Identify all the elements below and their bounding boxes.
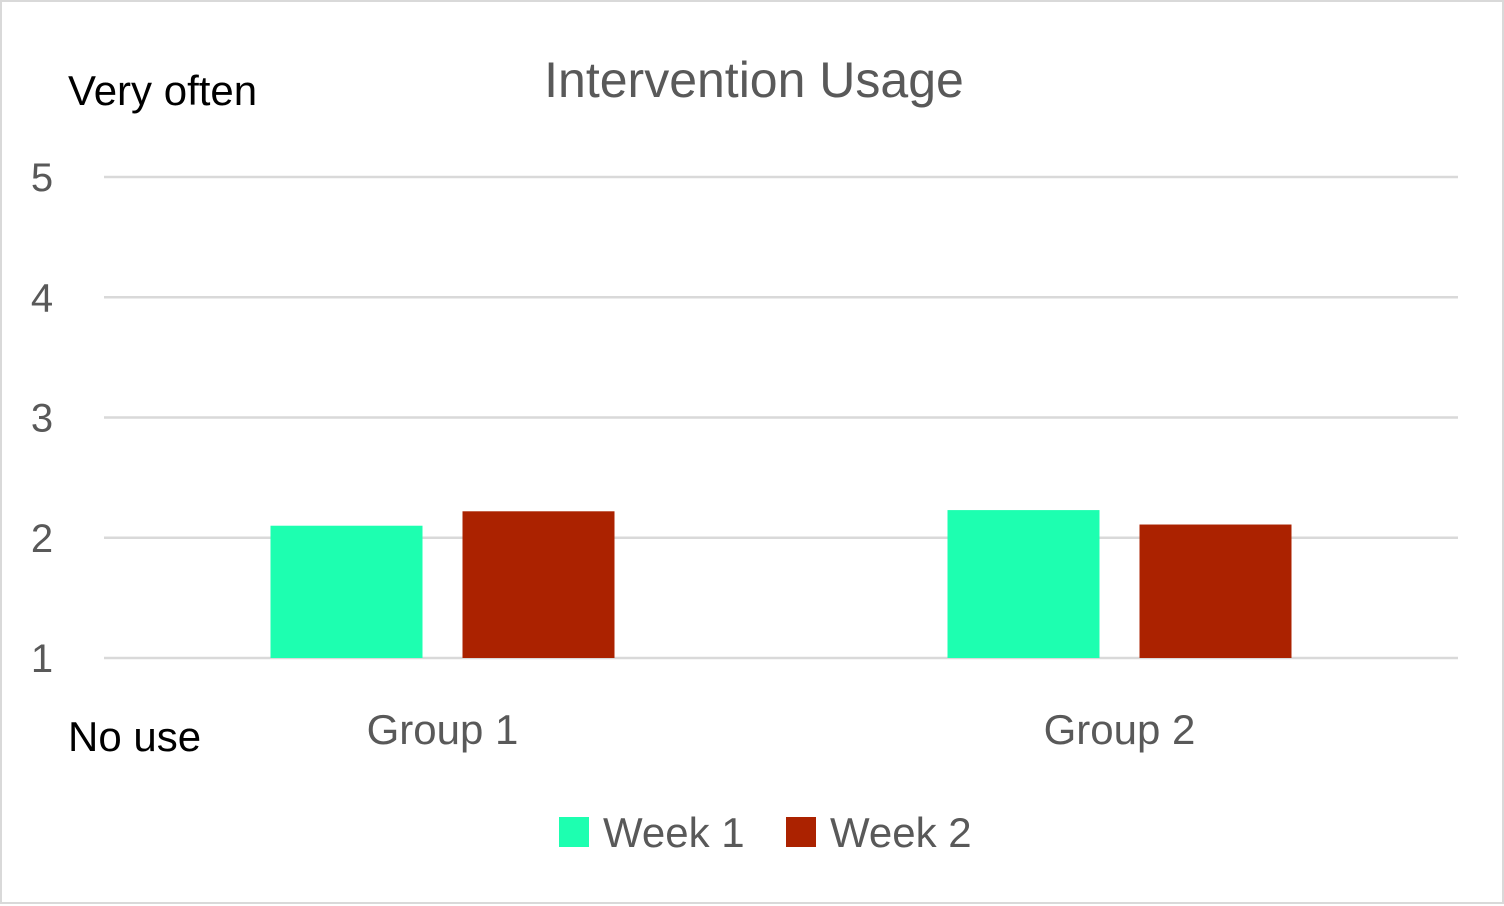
bar-week-2-group-1: [462, 511, 615, 658]
legend-label: Week 2: [830, 809, 972, 856]
bars: [270, 510, 1292, 658]
chart-title: Intervention Usage: [544, 52, 964, 108]
y-tick-label: 4: [31, 276, 53, 320]
y-tick-label: 2: [31, 517, 53, 561]
legend: Week 1 Week 2: [559, 809, 972, 856]
annotation-no-use: No use: [68, 713, 201, 760]
y-tick-label: 1: [31, 637, 53, 681]
legend-label: Week 1: [603, 809, 745, 856]
bar-week-2-group-2: [1139, 524, 1292, 658]
bar-week-1-group-2: [947, 510, 1100, 658]
bar-week-1-group-1: [270, 525, 423, 658]
y-tick-label: 3: [31, 397, 53, 441]
x-category-label: Group 2: [1044, 706, 1196, 753]
y-tick-labels: 1 2 3 4 5: [31, 156, 53, 681]
x-category-label: Group 1: [367, 706, 519, 753]
x-category-labels: Group 1 Group 2: [367, 706, 1196, 753]
annotation-very-often: Very often: [68, 67, 257, 114]
y-tick-label: 5: [31, 156, 53, 200]
legend-swatch: [786, 817, 816, 847]
legend-swatch: [559, 817, 589, 847]
